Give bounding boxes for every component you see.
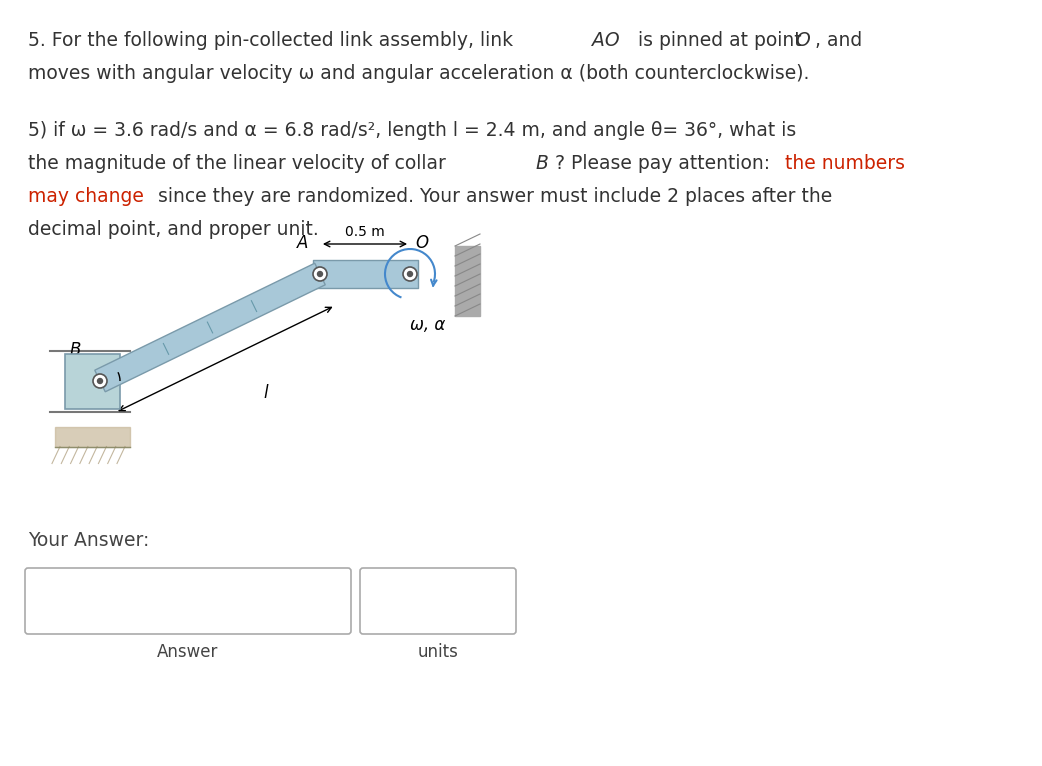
- Text: Your Answer:: Your Answer:: [28, 531, 149, 550]
- Text: the magnitude of the linear velocity of collar: the magnitude of the linear velocity of …: [28, 154, 452, 173]
- Text: , and: , and: [815, 31, 862, 50]
- Text: decimal point, and proper unit.: decimal point, and proper unit.: [28, 220, 319, 239]
- Text: Answer: Answer: [157, 643, 219, 661]
- Text: ? Please pay attention:: ? Please pay attention:: [555, 154, 776, 173]
- Text: O: O: [795, 31, 810, 50]
- FancyBboxPatch shape: [359, 568, 516, 634]
- Text: A: A: [297, 234, 308, 252]
- Text: may change: may change: [28, 187, 144, 206]
- Text: θ: θ: [122, 359, 132, 377]
- Text: since they are randomized. Your answer must include 2 places after the: since they are randomized. Your answer m…: [152, 187, 833, 206]
- Circle shape: [318, 271, 323, 277]
- Text: B: B: [70, 341, 81, 359]
- FancyBboxPatch shape: [25, 568, 351, 634]
- Text: moves with angular velocity ω and angular acceleration α (both counterclockwise): moves with angular velocity ω and angula…: [28, 64, 810, 83]
- Circle shape: [98, 378, 102, 384]
- Text: 0.5 m: 0.5 m: [345, 225, 384, 239]
- Polygon shape: [95, 264, 325, 391]
- Text: units: units: [418, 643, 458, 661]
- Text: 5) if ω = 3.6 rad/s and α = 6.8 rad/s², length l = 2.4 m, and angle θ= 36°, what: 5) if ω = 3.6 rad/s and α = 6.8 rad/s², …: [28, 121, 796, 140]
- Circle shape: [403, 267, 417, 281]
- Text: O: O: [415, 234, 428, 252]
- Text: l: l: [264, 384, 268, 402]
- Bar: [455, 246, 480, 316]
- Circle shape: [313, 267, 327, 281]
- Text: 5. For the following pin-collected link assembly, link: 5. For the following pin-collected link …: [28, 31, 519, 50]
- Text: AO: AO: [592, 31, 620, 50]
- Text: ω, α: ω, α: [411, 316, 446, 334]
- Bar: [55, 427, 130, 447]
- Bar: [313, 260, 418, 288]
- Text: is pinned at point: is pinned at point: [632, 31, 808, 50]
- Circle shape: [407, 271, 413, 277]
- Text: B: B: [535, 154, 548, 173]
- Text: the numbers: the numbers: [785, 154, 905, 173]
- Bar: [65, 353, 120, 408]
- Circle shape: [93, 374, 107, 388]
